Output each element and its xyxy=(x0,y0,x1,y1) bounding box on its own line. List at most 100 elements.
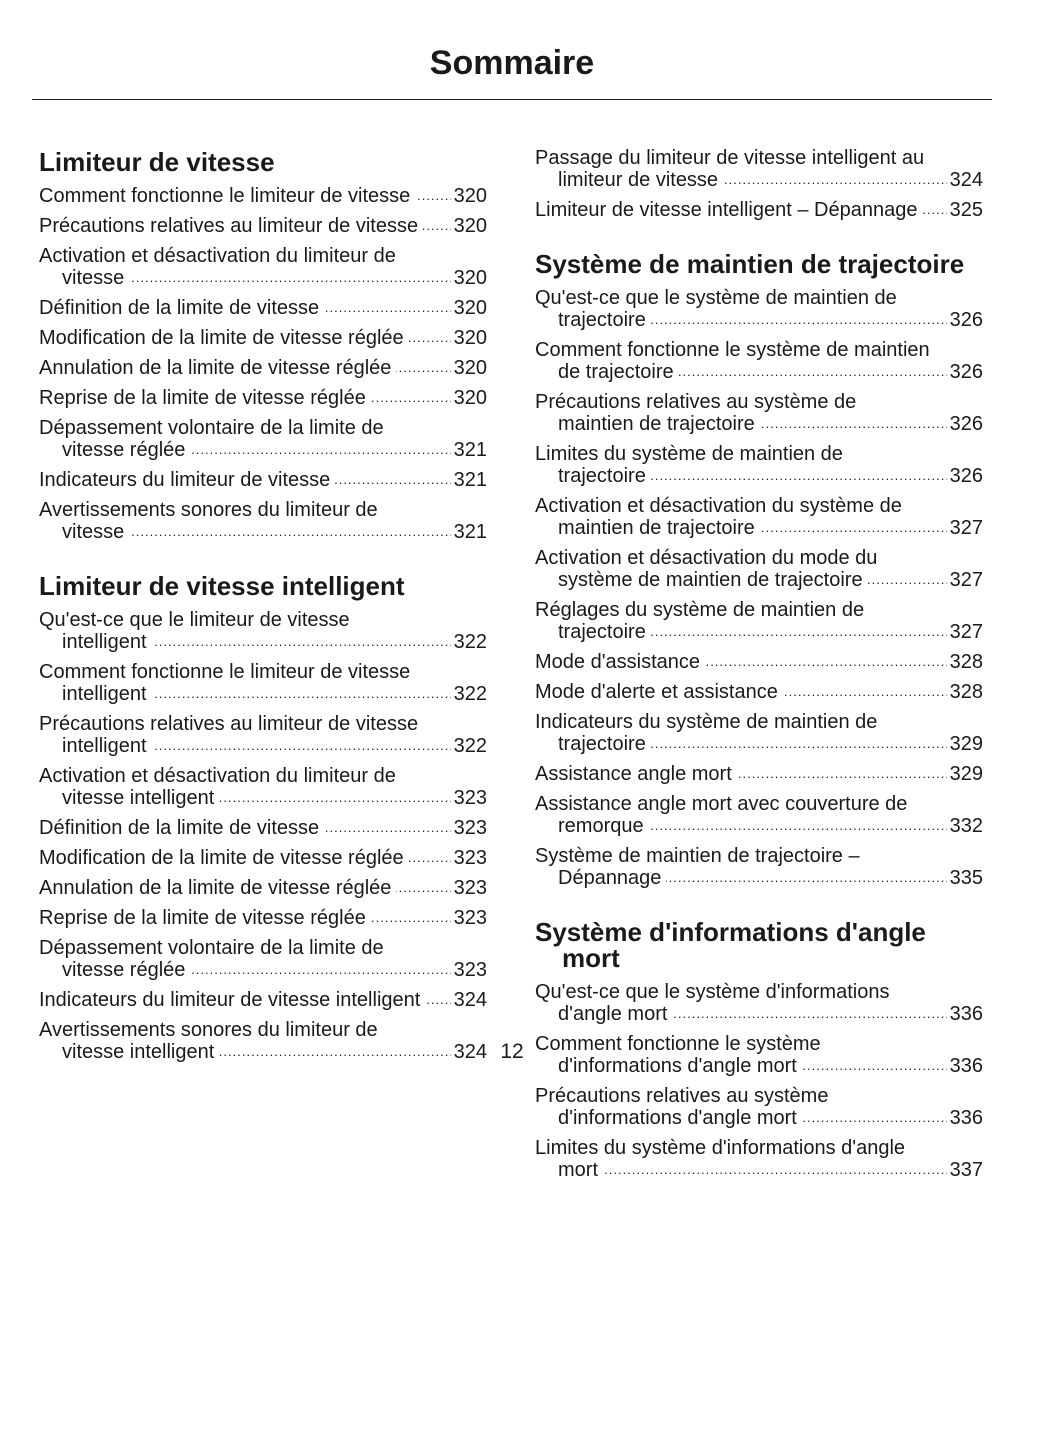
toc-entry: Modification de la limite de vitesse rég… xyxy=(39,847,487,869)
entry-page: 324 xyxy=(450,1041,487,1063)
toc-entry: Réglages du système de maintien de traje… xyxy=(535,599,983,643)
entry-page: 337 xyxy=(946,1159,983,1181)
toc-entry: Dépassement volontaire de la limite de v… xyxy=(39,937,487,981)
entry-title: Activation et désactivation du système d… xyxy=(535,495,902,539)
toc-entry: Qu'est-ce que le système d'informations … xyxy=(535,981,983,1025)
entry-page: 329 xyxy=(946,733,983,755)
section-heading: Système d'informations d'angle mort xyxy=(535,917,926,973)
entry-page: 323 xyxy=(450,959,487,981)
entry-title: Modification de la limite de vitesse rég… xyxy=(39,847,409,869)
entry-title: Comment fonctionne le limiteur de vitess… xyxy=(39,661,411,705)
entry-page: 323 xyxy=(450,877,487,899)
toc-section: Limiteur de vitesse Comment fonctionne le… xyxy=(39,149,487,543)
toc-entry: Limites du système de maintien de trajec… xyxy=(535,443,983,487)
entry-page: 322 xyxy=(450,735,487,757)
entry-title: Modification de la limite de vitesse rég… xyxy=(39,327,409,349)
toc-entry: Indicateurs du limiteur de vitesse intel… xyxy=(39,989,487,1011)
entry-page: 324 xyxy=(946,169,983,191)
column: Passage du limiteur de vitesse intellige… xyxy=(535,147,983,1189)
toc-entry: Définition de la limite de vitesse 320 xyxy=(39,297,487,319)
entry-page: 328 xyxy=(946,651,983,673)
entry-title: Activation et désactivation du limiteur … xyxy=(39,245,396,289)
toc-entry: Annulation de la limite de vitesse réglé… xyxy=(39,877,487,899)
toc-entry: Mode d'alerte et assistance 328 xyxy=(535,681,983,703)
page-number: 12 xyxy=(500,1040,524,1063)
entry-page: 328 xyxy=(946,681,983,703)
toc-entry: Définition de la limite de vitesse 323 xyxy=(39,817,487,839)
toc-entry: Précautions relatives au limiteur de vit… xyxy=(39,713,487,757)
column: Limiteur de vitesse Comment fonctionne le… xyxy=(39,147,487,1071)
toc-entry: Reprise de la limite de vitesse réglée 32… xyxy=(39,907,487,929)
entry-title: Précautions relatives au limiteur de vit… xyxy=(39,713,419,757)
toc-entry: Précautions relatives au limiteur de vit… xyxy=(39,215,487,237)
entry-page: 324 xyxy=(450,989,487,1011)
page-title: Sommaire xyxy=(429,44,595,82)
entry-page: 323 xyxy=(450,817,487,839)
entry-page: 323 xyxy=(450,847,487,869)
toc-entry: Indicateurs du limiteur de vitesse 321 xyxy=(39,469,487,491)
toc-entry: Avertissements sonores du limiteur de vi… xyxy=(39,499,487,543)
toc-entry: Dépassement volontaire de la limite de v… xyxy=(39,417,487,461)
entry-title: Précautions relatives au système d'infor… xyxy=(535,1085,829,1129)
entry-title: Définition de la limite de vitesse xyxy=(39,297,325,319)
entry-page: 322 xyxy=(450,683,487,705)
entry-title: Qu'est-ce que le système d'informations … xyxy=(535,981,890,1025)
entry-title: Réglages du système de maintien de traje… xyxy=(535,599,865,643)
toc-section: Limiteur de vitesse intelligent Qu'est-ce… xyxy=(39,573,487,1063)
entry-title: Qu'est-ce que le limiteur de vitesse int… xyxy=(39,609,350,653)
entry-title: Mode d'assistance xyxy=(535,651,706,673)
entry-title: Mode d'alerte et assistance xyxy=(535,681,783,703)
entry-title: Limites du système d'informations d'angl… xyxy=(535,1137,906,1181)
entry-title: Définition de la limite de vitesse xyxy=(39,817,325,839)
toc-entry: Précautions relatives au système d'infor… xyxy=(535,1085,983,1129)
toc-section: Système de maintien de trajectoire Qu'est… xyxy=(535,251,983,889)
entry-page: 327 xyxy=(946,569,983,591)
section-heading: Système de maintien de trajectoire xyxy=(535,249,965,279)
toc-section: Système d'informations d'angle mort Qu'es… xyxy=(535,919,983,1181)
entry-page: 320 xyxy=(450,297,487,319)
entry-title: Avertissements sonores du limiteur de vi… xyxy=(39,499,378,543)
toc-entry: Comment fonctionne le système de maintie… xyxy=(535,339,983,383)
toc-section: Passage du limiteur de vitesse intellige… xyxy=(535,147,983,221)
toc-entry: Annulation de la limite de vitesse réglé… xyxy=(39,357,487,379)
entry-page: 336 xyxy=(946,1055,983,1077)
entry-page: 322 xyxy=(450,631,487,653)
toc-entry: Activation et désactivation du système d… xyxy=(535,495,983,539)
entry-page: 320 xyxy=(450,357,487,379)
toc-entry: Activation et désactivation du limiteur … xyxy=(39,765,487,809)
entry-page: 327 xyxy=(946,621,983,643)
entry-title: Assistance angle mort xyxy=(535,763,737,785)
entry-page: 332 xyxy=(946,815,983,837)
entry-page: 326 xyxy=(946,361,983,383)
entry-title: Activation et désactivation du mode du s… xyxy=(535,547,878,591)
toc-entry: Qu'est-ce que le limiteur de vitesse int… xyxy=(39,609,487,653)
entry-title: Indicateurs du système de maintien de tr… xyxy=(535,711,878,755)
entry-page: 323 xyxy=(450,787,487,809)
entry-page: 321 xyxy=(450,521,487,543)
entry-title: Assistance angle mort avec couverture de… xyxy=(535,793,908,837)
toc-entry: Modification de la limite de vitesse rég… xyxy=(39,327,487,349)
entry-title: Précautions relatives au système de main… xyxy=(535,391,857,435)
toc-entry: Passage du limiteur de vitesse intellige… xyxy=(535,147,983,191)
entry-title: Système de maintien de trajectoire – Dép… xyxy=(535,845,860,889)
entry-page: 320 xyxy=(450,215,487,237)
entry-title: Passage du limiteur de vitesse intellige… xyxy=(535,147,925,191)
entry-page: 336 xyxy=(946,1003,983,1025)
toc-entry: Reprise de la limite de vitesse réglée 32… xyxy=(39,387,487,409)
entry-title: Précautions relatives au limiteur de vit… xyxy=(39,215,424,237)
toc-entry: Comment fonctionne le limiteur de vitess… xyxy=(39,185,487,207)
toc-entry: Mode d'assistance 328 xyxy=(535,651,983,673)
toc-entry: Système de maintien de trajectoire – Dép… xyxy=(535,845,983,889)
toc-entry: Activation et désactivation du limiteur … xyxy=(39,245,487,289)
entry-title: Comment fonctionne le système de maintie… xyxy=(535,339,930,383)
entry-page: 320 xyxy=(450,387,487,409)
entry-title: Indicateurs du limiteur de vitesse xyxy=(39,469,336,491)
entry-page: 329 xyxy=(946,763,983,785)
entry-title: Dépassement volontaire de la limite de v… xyxy=(39,417,384,461)
entry-page: 323 xyxy=(450,907,487,929)
entry-page: 327 xyxy=(946,517,983,539)
section-heading: Limiteur de vitesse xyxy=(39,147,275,177)
entry-page: 336 xyxy=(946,1107,983,1129)
entry-page: 320 xyxy=(450,185,487,207)
